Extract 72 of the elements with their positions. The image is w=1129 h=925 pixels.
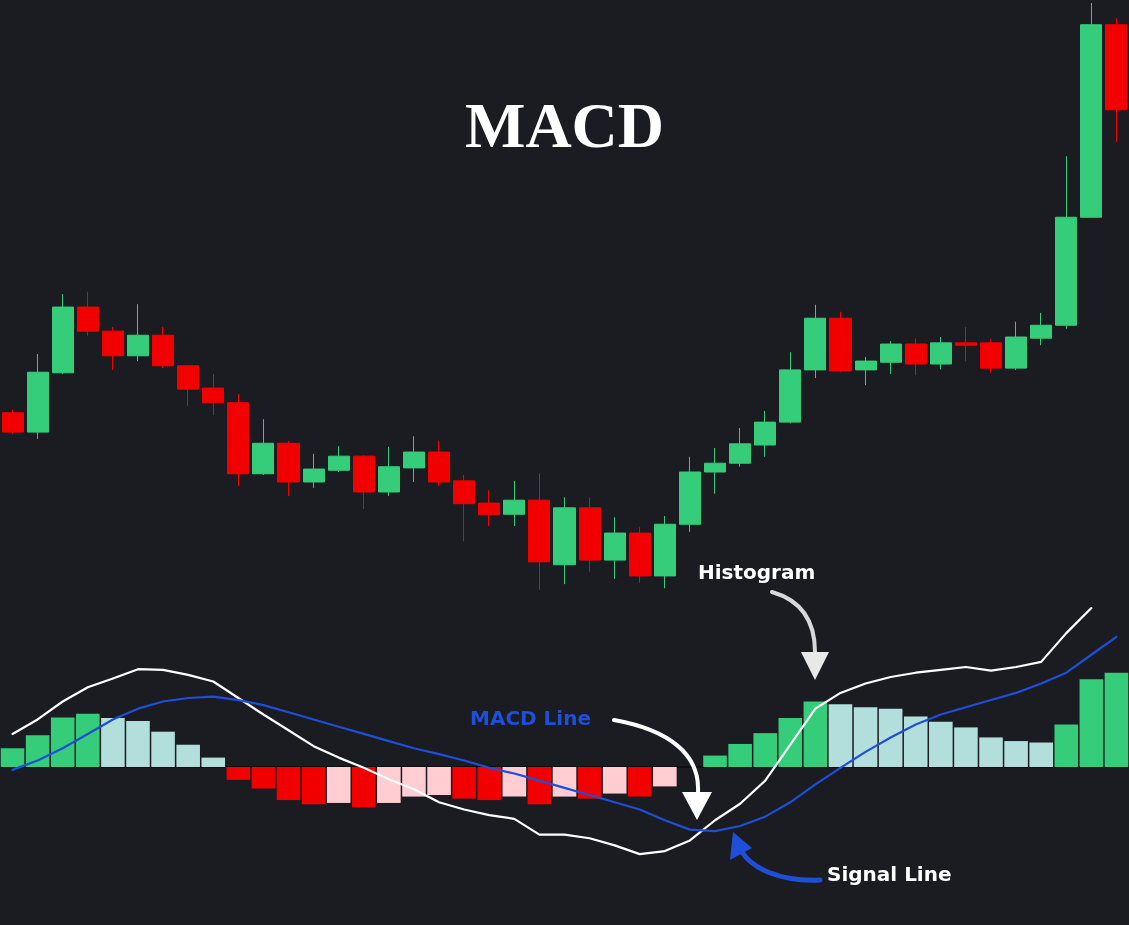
bar xyxy=(552,767,577,797)
candlestick xyxy=(829,311,852,373)
candlestick xyxy=(528,472,550,591)
candlestick xyxy=(1105,17,1127,143)
candlestick xyxy=(1055,155,1077,330)
bar xyxy=(577,767,602,799)
candlestick xyxy=(202,373,224,416)
candlestick xyxy=(729,427,751,468)
candlestick xyxy=(503,480,525,527)
candlestick xyxy=(679,456,701,533)
bar xyxy=(602,767,627,794)
bar xyxy=(352,767,376,808)
candlestick xyxy=(629,526,651,584)
bar xyxy=(251,767,276,789)
candlestick xyxy=(980,338,1002,374)
candlestick xyxy=(1005,321,1027,371)
bar xyxy=(301,767,326,805)
candlestick xyxy=(403,435,425,483)
candlestick xyxy=(252,418,274,476)
candlestick xyxy=(378,446,400,497)
bar xyxy=(1054,724,1079,767)
bar xyxy=(527,767,552,805)
text: Signal Line xyxy=(827,862,952,886)
candlestick xyxy=(2,409,24,435)
candlestick xyxy=(27,353,49,440)
candlestick xyxy=(77,291,99,337)
candlestick xyxy=(353,454,375,510)
candlestick xyxy=(579,496,601,573)
candlestick xyxy=(127,303,149,362)
candlestick xyxy=(152,326,174,369)
bar xyxy=(653,767,677,787)
candlestick xyxy=(553,496,576,585)
candlestick xyxy=(779,351,801,424)
candlestick xyxy=(855,356,877,386)
annotation: Histogram xyxy=(698,560,816,584)
bar xyxy=(502,767,527,797)
candlestick xyxy=(277,440,300,497)
bar xyxy=(878,708,903,767)
bar xyxy=(1104,672,1129,767)
candlestick xyxy=(52,293,74,375)
candlestick xyxy=(880,340,902,375)
candlestick xyxy=(704,447,726,495)
candlestick xyxy=(478,489,500,527)
candlestick xyxy=(905,337,927,376)
annotation: MACD Line xyxy=(470,706,592,730)
bar xyxy=(853,707,878,767)
candlestick xyxy=(930,336,952,370)
candlestick xyxy=(303,453,325,489)
bar xyxy=(25,735,50,767)
bar xyxy=(627,767,652,797)
candlestick xyxy=(1080,2,1102,218)
candlestick xyxy=(328,445,350,473)
bar xyxy=(1079,679,1104,767)
candlestick xyxy=(102,326,124,371)
bar xyxy=(803,701,828,767)
candlestick xyxy=(453,474,475,542)
candlestick xyxy=(1030,312,1052,346)
candlestick xyxy=(754,410,776,458)
candlestick xyxy=(428,440,450,487)
bar xyxy=(276,767,301,801)
candlestick xyxy=(955,326,977,362)
text: MACD xyxy=(464,89,665,161)
candlestick xyxy=(177,364,199,407)
bar xyxy=(326,767,351,803)
bar xyxy=(778,718,803,767)
bar xyxy=(0,748,25,767)
candlestick xyxy=(654,515,676,589)
candlestick xyxy=(804,304,826,379)
candlestick xyxy=(227,393,249,487)
bar xyxy=(828,704,853,767)
candlestick xyxy=(604,516,626,580)
bar xyxy=(226,767,251,780)
